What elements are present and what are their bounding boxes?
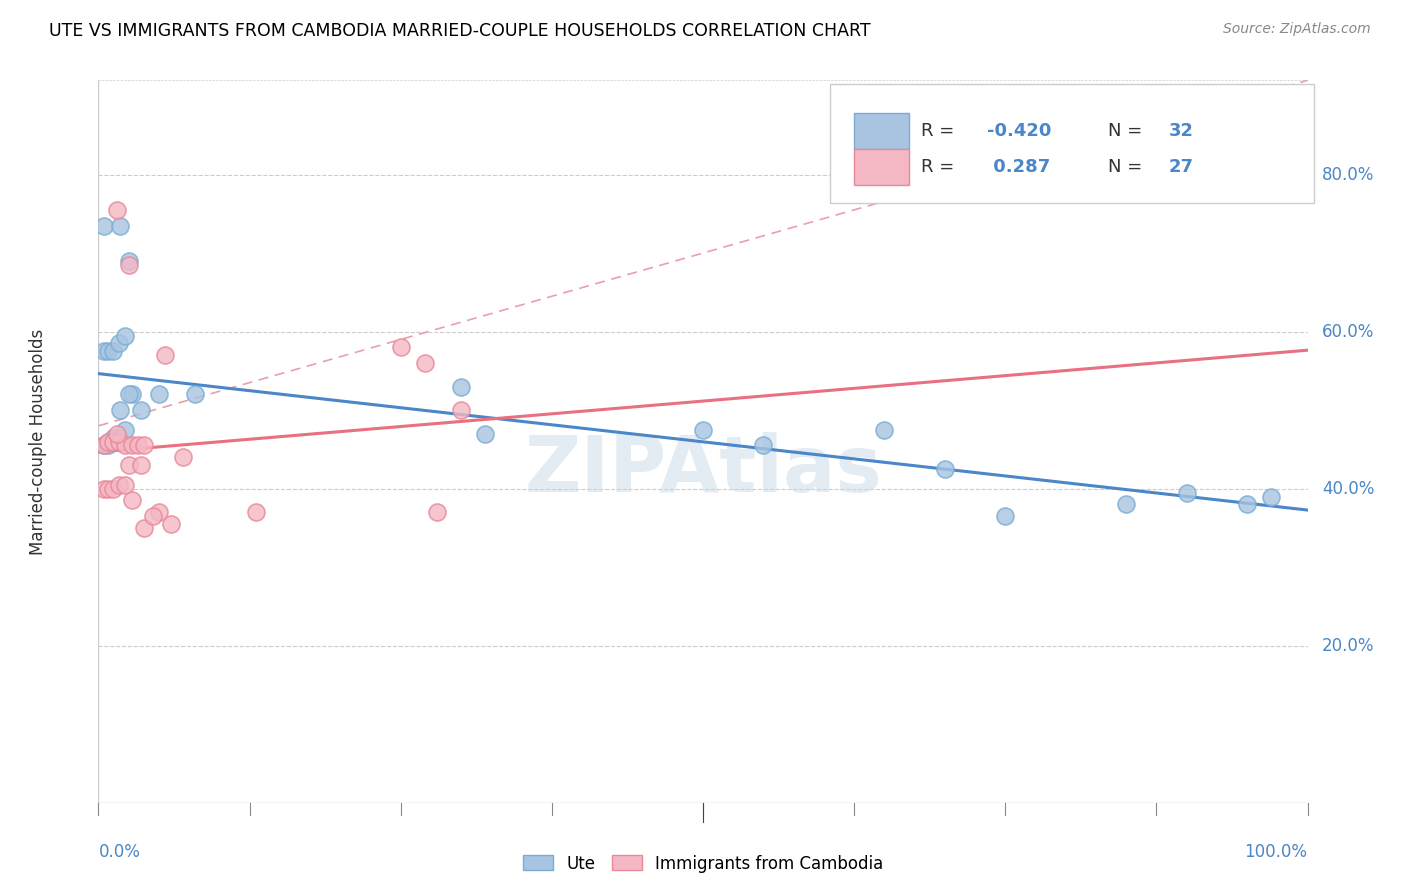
Point (134, 521, 156, 535)
Point (105, 426, 128, 441)
Point (1115, 497, 1137, 511)
Point (752, 438, 775, 452)
Point (172, 450, 194, 465)
Point (148, 387, 170, 401)
Point (127, 438, 149, 452)
FancyBboxPatch shape (855, 149, 908, 185)
Point (108, 219, 131, 233)
Point (114, 328, 136, 343)
Point (121, 387, 143, 401)
Point (1236, 497, 1258, 511)
Point (118, 387, 141, 401)
Point (474, 426, 496, 441)
Text: UTE VS IMMIGRANTS FROM CAMBODIA MARRIED-COUPLE HOUSEHOLDS CORRELATION CHART: UTE VS IMMIGRANTS FROM CAMBODIA MARRIED-… (49, 22, 870, 40)
Point (934, 462, 956, 476)
FancyBboxPatch shape (855, 112, 908, 149)
Point (101, 434, 124, 449)
Point (245, 505, 267, 519)
Point (108, 431, 131, 445)
Point (1175, 485, 1198, 500)
Point (108, 336, 131, 351)
Point (108, 403, 131, 417)
Legend: Ute, Immigrants from Cambodia: Ute, Immigrants from Cambodia (516, 848, 890, 880)
Point (97, 438, 120, 452)
Point (692, 423, 714, 437)
Text: N =: N = (1108, 122, 1149, 140)
Text: N =: N = (1108, 158, 1149, 176)
Text: Source: ZipAtlas.com: Source: ZipAtlas.com (1223, 22, 1371, 37)
Text: -0.420: -0.420 (987, 122, 1052, 140)
Point (108, 477, 131, 491)
Text: 0.287: 0.287 (987, 158, 1050, 176)
Point (129, 403, 152, 417)
Point (450, 379, 472, 393)
Point (118, 458, 141, 472)
Point (108, 434, 131, 449)
Point (93, 482, 115, 496)
Point (118, 258, 141, 272)
Text: 20.0%: 20.0% (1322, 637, 1375, 655)
Point (114, 423, 136, 437)
Text: R =: R = (921, 122, 960, 140)
Text: 0.0%: 0.0% (98, 843, 141, 861)
Point (93, 438, 115, 452)
Text: R =: R = (921, 158, 960, 176)
Point (101, 431, 124, 445)
Text: ZIPAtlas: ZIPAtlas (524, 433, 882, 508)
Text: 40.0%: 40.0% (1322, 480, 1375, 498)
Point (873, 423, 896, 437)
Point (148, 505, 170, 519)
Point (426, 505, 449, 519)
Point (118, 254, 141, 268)
FancyBboxPatch shape (830, 84, 1313, 203)
Point (389, 340, 412, 354)
Point (93, 438, 115, 452)
Text: Married-couple Households: Married-couple Households (30, 328, 46, 555)
Point (994, 509, 1017, 524)
Point (142, 509, 165, 524)
Point (184, 387, 207, 401)
Point (93, 344, 115, 359)
Point (114, 438, 136, 452)
Point (450, 403, 472, 417)
Point (153, 348, 176, 362)
Text: 27: 27 (1168, 158, 1194, 176)
Point (93, 219, 115, 233)
Point (114, 477, 136, 491)
Point (97, 434, 120, 449)
Point (129, 458, 152, 472)
Point (97, 482, 120, 496)
Point (1260, 490, 1282, 504)
Point (160, 516, 183, 531)
Point (101, 344, 124, 359)
Point (121, 493, 143, 508)
Point (134, 438, 156, 452)
Point (101, 434, 124, 449)
Point (413, 356, 436, 370)
Point (97, 344, 120, 359)
Text: 60.0%: 60.0% (1322, 323, 1375, 341)
Point (97, 434, 120, 449)
Point (121, 438, 143, 452)
Point (105, 202, 128, 217)
Text: 32: 32 (1168, 122, 1194, 140)
Point (101, 482, 124, 496)
Text: 80.0%: 80.0% (1322, 166, 1375, 184)
Text: 100.0%: 100.0% (1244, 843, 1308, 861)
